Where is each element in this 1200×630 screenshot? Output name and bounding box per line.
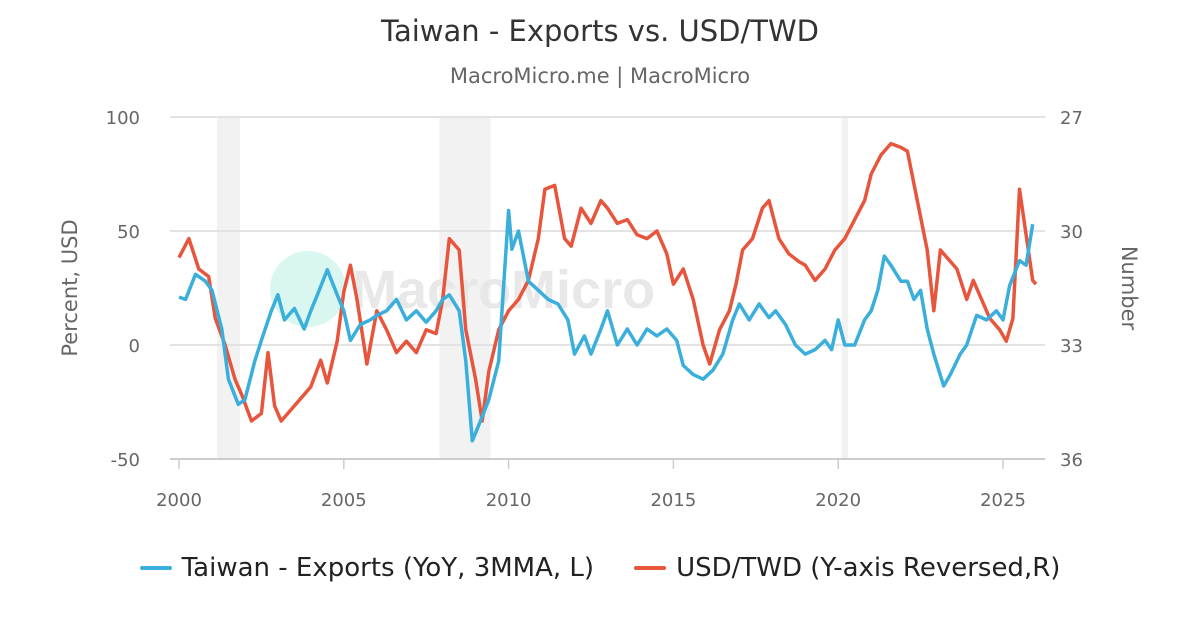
y-right-axis-label: Number <box>1117 246 1141 331</box>
legend-item-exports[interactable]: Taiwan - Exports (YoY, 3MMA, L) <box>139 553 595 583</box>
y-right-tick-label: 27 <box>1060 108 1083 129</box>
x-tick-label: 2000 <box>156 490 202 511</box>
y-left-tick-label: 100 <box>106 108 140 129</box>
y-left-tick-label: 0 <box>129 336 140 357</box>
legend: Taiwan - Exports (YoY, 3MMA, L) USD/TWD … <box>0 553 1200 583</box>
recession-band <box>216 117 240 459</box>
legend-swatch-usdtwd <box>634 566 667 570</box>
x-tick-label: 2020 <box>815 490 861 511</box>
legend-swatch-exports <box>139 566 172 570</box>
x-tick-label: 2015 <box>650 490 696 511</box>
x-tick-label: 2005 <box>321 490 367 511</box>
y-left-tick-label: -50 <box>111 450 140 471</box>
series-line-usdtwd <box>177 141 1038 423</box>
x-tick-label: 2010 <box>486 490 532 511</box>
legend-item-usdtwd[interactable]: USD/TWD (Y-axis Reversed,R) <box>634 553 1060 583</box>
x-tick-label: 2025 <box>980 490 1026 511</box>
recession-band <box>439 117 491 459</box>
series-line-exports <box>178 208 1035 443</box>
legend-label-exports: Taiwan - Exports (YoY, 3MMA, L) <box>181 553 595 583</box>
y-left-axis-label: Percent, USD <box>58 219 82 356</box>
recession-band <box>841 117 849 459</box>
chart-title: Taiwan - Exports vs. USD/TWD <box>381 14 819 48</box>
y-left-tick-label: 50 <box>117 222 140 243</box>
y-right-tick-label: 33 <box>1060 336 1083 357</box>
legend-label-usdtwd: USD/TWD (Y-axis Reversed,R) <box>676 553 1061 583</box>
y-right-tick-label: 30 <box>1060 222 1083 243</box>
chart-subtitle: MacroMicro.me | MacroMicro <box>449 64 751 88</box>
y-right-tick-label: 36 <box>1060 450 1083 471</box>
